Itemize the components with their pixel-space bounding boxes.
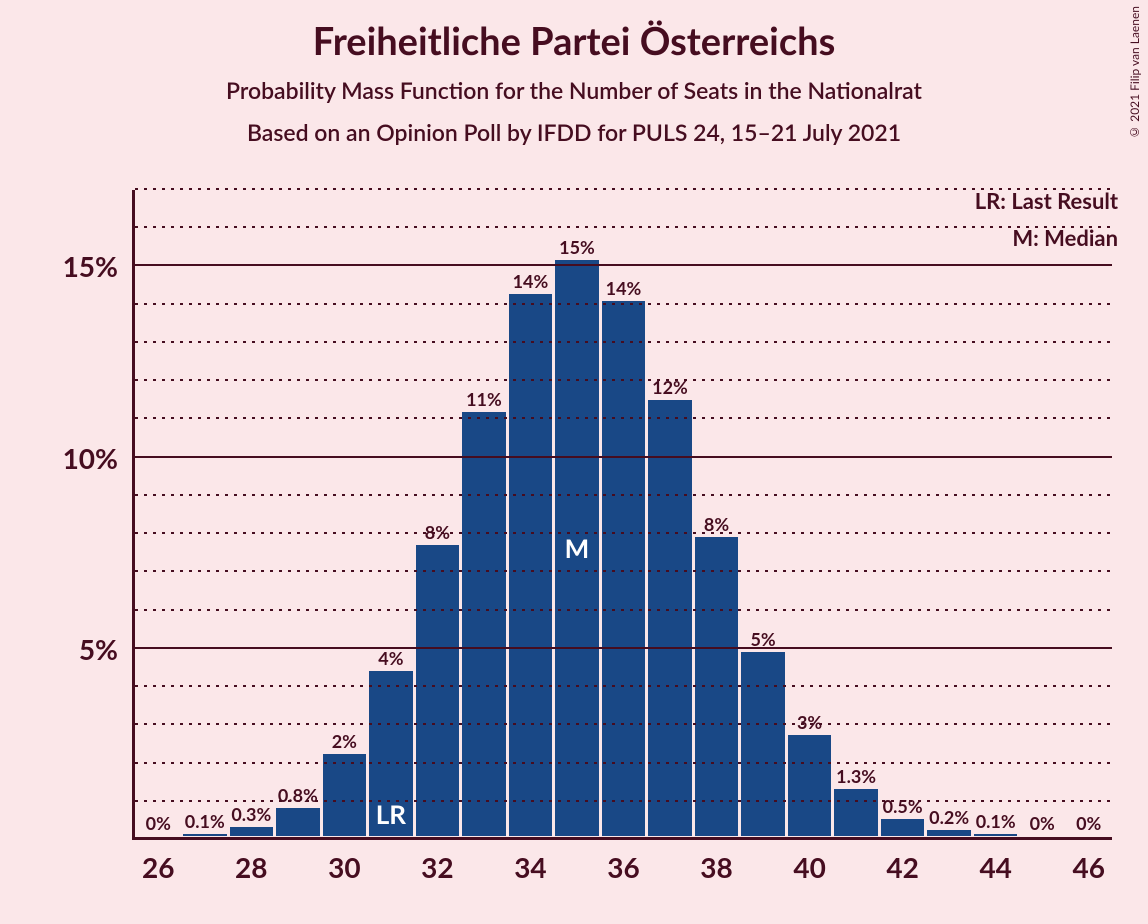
bar-value-label: 4% (378, 647, 403, 669)
gridline-minor (135, 685, 1112, 687)
bar: 11% (461, 411, 507, 837)
bar: 0.8% (275, 807, 321, 837)
x-tick-label: 26 (142, 850, 174, 884)
bar-value-label: 15% (559, 236, 595, 258)
gridline-major (135, 647, 1112, 649)
bar: 0% (135, 835, 181, 837)
x-tick-label: 46 (1072, 850, 1104, 884)
gridline-minor (135, 303, 1112, 305)
chart-title: Freiheitliche Partei Österreichs (0, 0, 1148, 64)
gridline-minor (135, 800, 1112, 802)
bar: 14% (508, 293, 554, 837)
gridline-minor (135, 532, 1112, 534)
gridline-minor (135, 417, 1112, 419)
bar-value-label: 14% (606, 277, 642, 299)
bar: 12% (647, 399, 693, 837)
chart-plot-area: 0%0.1%0.3%0.8%2%4%LR8%11%14%15%M14%12%8%… (132, 190, 1112, 840)
y-tick-label: 10% (63, 441, 118, 475)
x-axis-line (132, 837, 1112, 840)
x-tick-label: 32 (421, 850, 453, 884)
x-tick-label: 44 (979, 850, 1011, 884)
gridline-minor (135, 226, 1112, 228)
gridline-major (135, 264, 1112, 266)
x-tick-label: 34 (514, 850, 546, 884)
y-tick-label: 5% (79, 632, 118, 666)
bar: 0.3% (229, 826, 275, 837)
gridline-minor (135, 379, 1112, 381)
x-tick-label: 36 (607, 850, 639, 884)
bar-marker-m: M (565, 532, 590, 564)
bar: 0.2% (926, 829, 972, 837)
gridline-minor (135, 494, 1112, 496)
chart-subtitle-1: Probability Mass Function for the Number… (0, 76, 1148, 104)
bar: 15%M (554, 259, 600, 837)
bar: 4%LR (368, 670, 414, 837)
gridline-minor (135, 188, 1112, 190)
bar-value-label: 1.3% (836, 765, 876, 787)
copyright-text: © 2021 Filip van Laenen (1127, 6, 1142, 140)
bar: 0.5% (880, 818, 926, 837)
bar: 2% (322, 753, 368, 837)
bar: 0% (1066, 835, 1112, 837)
bar-value-label: 2% (332, 730, 357, 752)
bar: 3% (787, 734, 833, 837)
bar-value-label: 0% (146, 812, 171, 834)
bar-value-label: 14% (513, 270, 549, 292)
y-tick-label: 15% (63, 249, 118, 283)
bar-value-label: 0% (1076, 812, 1101, 834)
bar-value-label: 0.1% (185, 810, 225, 832)
bar-value-label: 0% (1030, 812, 1055, 834)
bar-value-label: 0.1% (976, 810, 1016, 832)
bar-value-label: 0.3% (231, 803, 271, 825)
gridline-minor (135, 609, 1112, 611)
chart-subtitle-2: Based on an Opinion Poll by IFDD for PUL… (0, 118, 1148, 146)
x-tick-label: 40 (793, 850, 825, 884)
gridline-minor (135, 341, 1112, 343)
gridline-minor (135, 723, 1112, 725)
bar-value-label: 0.2% (929, 806, 969, 828)
bars-container: 0%0.1%0.3%0.8%2%4%LR8%11%14%15%M14%12%8%… (135, 190, 1112, 837)
x-tick-label: 28 (235, 850, 267, 884)
bar-value-label: 11% (466, 388, 502, 410)
gridline-major (135, 456, 1112, 458)
bar-marker-lr: LR (376, 798, 406, 830)
bar: 0.1% (182, 833, 228, 837)
bar: 8% (415, 544, 461, 837)
x-tick-label: 38 (700, 850, 732, 884)
bar: 5% (740, 651, 786, 837)
bar: 1.3% (833, 788, 879, 837)
gridline-minor (135, 762, 1112, 764)
bar: 0% (1019, 835, 1065, 837)
bar-value-label: 0.5% (883, 795, 923, 817)
bar-value-label: 0.8% (278, 784, 318, 806)
bar: 0.1% (973, 833, 1019, 837)
gridline-minor (135, 570, 1112, 572)
bar-value-label: 3% (797, 711, 822, 733)
x-tick-label: 30 (328, 850, 360, 884)
x-tick-label: 42 (886, 850, 918, 884)
